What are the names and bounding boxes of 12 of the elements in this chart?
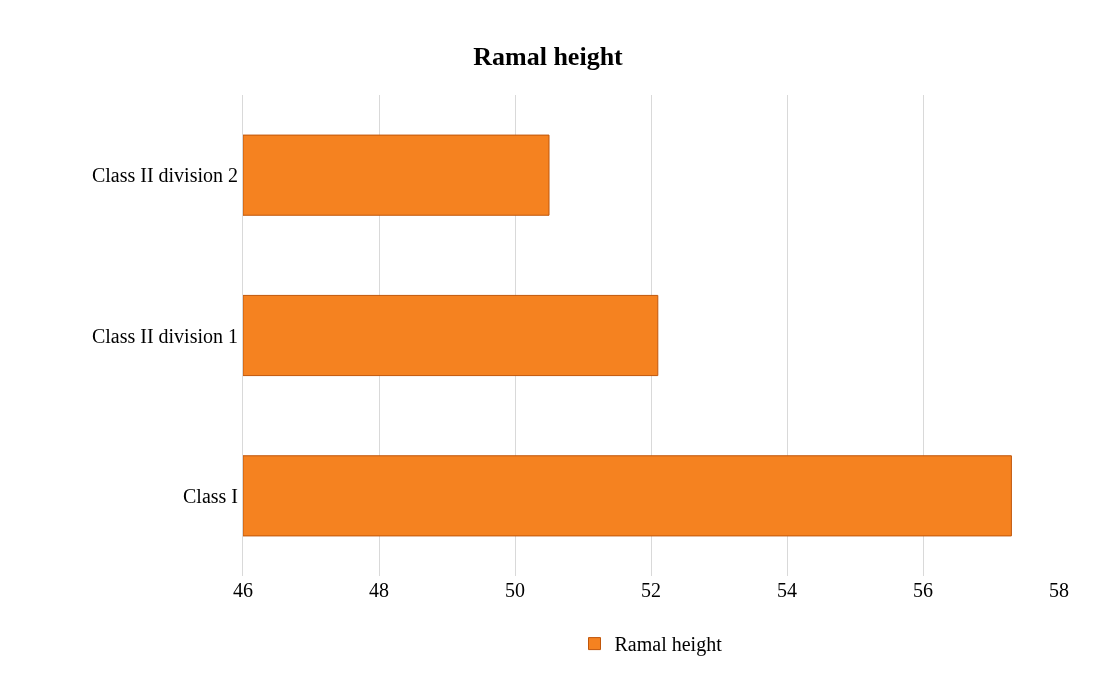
legend-label: Ramal height bbox=[614, 633, 723, 657]
chart-title: Ramal height bbox=[473, 42, 624, 72]
y-tick-label: Class II division 2 bbox=[91, 164, 238, 187]
x-tick-label: 46 bbox=[233, 579, 253, 601]
y-tick-label: Class I bbox=[183, 484, 238, 507]
x-tick-label: 54 bbox=[777, 579, 797, 601]
x-tick-label: 58 bbox=[1049, 579, 1069, 601]
x-tick-label: 48 bbox=[369, 579, 389, 601]
x-tick-label: 50 bbox=[505, 579, 525, 601]
x-tick-label: 56 bbox=[913, 579, 933, 601]
y-tick-label: Class II division 1 bbox=[91, 324, 238, 347]
x-tick-label: 52 bbox=[641, 579, 661, 601]
